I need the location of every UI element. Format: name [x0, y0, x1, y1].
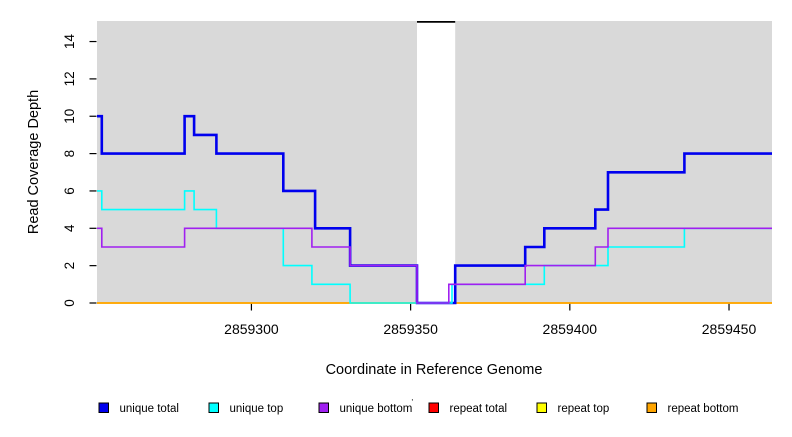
y-axis-tick-label: 14 [62, 34, 77, 50]
legend-swatch-unique-total [98, 402, 109, 413]
series-line-unique-bottom [97, 227, 772, 304]
x-axis-title: Coordinate in Reference Genome [326, 362, 543, 378]
x-axis-tick-label: 2859450 [702, 321, 757, 337]
legend-label-repeat-top: repeat top [558, 403, 610, 415]
legend-swatch-repeat-bottom [646, 402, 657, 413]
legend-label-unique-total: unique total [120, 403, 179, 415]
y-axis-tick-label: 8 [62, 150, 77, 158]
legend-label-repeat-total: repeat total [450, 403, 508, 415]
legend-label-unique-top: unique top [230, 403, 284, 415]
x-axis-tick-label: 2859350 [383, 321, 438, 337]
legend-stray-mark: ' [412, 398, 414, 407]
y-axis-tick-label: 4 [62, 224, 77, 232]
y-axis-tick-label: 0 [62, 299, 77, 307]
legend-swatch-unique-top [208, 402, 219, 413]
y-axis-title: Read Coverage Depth [26, 90, 42, 234]
y-axis-tick-label: 2 [62, 262, 77, 270]
masked-region [416, 21, 456, 303]
y-axis-tick-label: 6 [62, 187, 77, 195]
y-axis-tick-label: 10 [62, 109, 77, 124]
legend-swatch-unique-bottom [318, 402, 329, 413]
y-axis-tick-label: 12 [62, 71, 77, 86]
series-line-unique-top [97, 190, 772, 304]
legend-label-unique-bottom: unique bottom [340, 403, 413, 415]
legend-swatch-repeat-top [536, 402, 547, 413]
legend-swatch-repeat-total [428, 402, 439, 413]
x-axis-tick-label: 2859400 [543, 321, 598, 337]
legend-label-repeat-bottom: repeat bottom [668, 403, 739, 415]
x-axis-tick-label: 2859300 [224, 321, 279, 337]
